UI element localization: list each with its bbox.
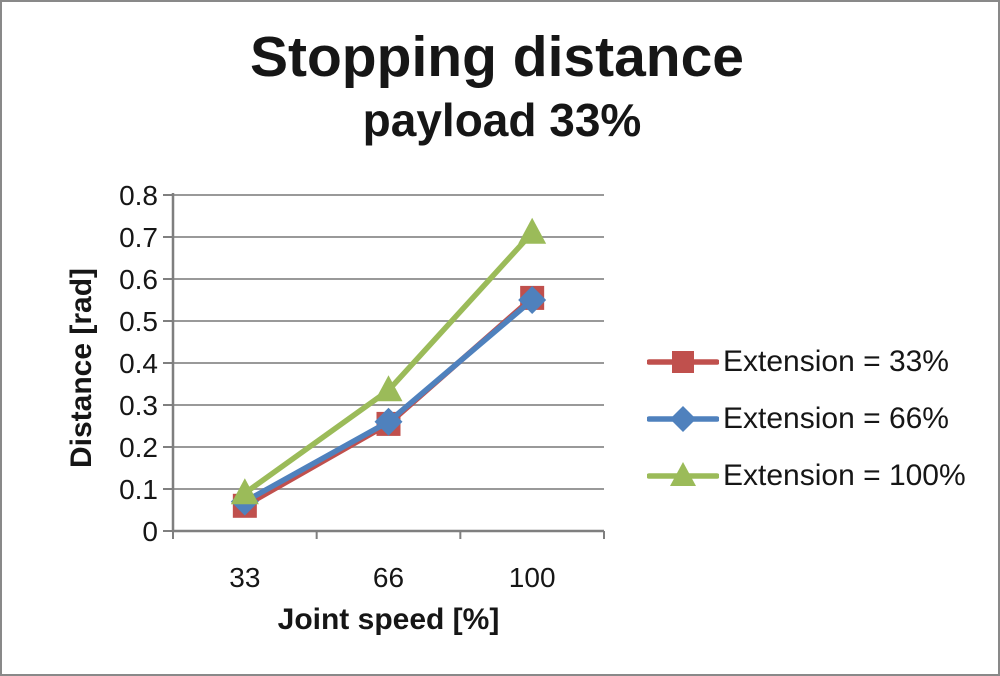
x-tick-label: 100 — [509, 562, 556, 593]
legend-label: Extension = 33% — [723, 344, 949, 378]
data-point-marker — [518, 286, 547, 314]
legend-marker-icon — [647, 461, 719, 486]
y-tick-label: 0.2 — [119, 432, 158, 463]
y-tick-label: 0.8 — [119, 180, 158, 211]
x-axis-title: Joint speed [%] — [277, 603, 500, 636]
data-point-marker — [670, 405, 696, 432]
data-point-marker — [672, 350, 694, 373]
data-point-marker — [670, 461, 696, 486]
legend: Extension = 33% Extension = 66% Extension … — [647, 333, 966, 504]
y-axis-ticks: 0 0.1 0.2 0.3 0.4 0.5 0.6 0.7 0.8 — [119, 180, 173, 547]
y-tick-label: 0.6 — [119, 264, 158, 295]
legend-label: Extension = 66% — [723, 401, 949, 435]
legend-label: Extension = 100% — [723, 458, 966, 492]
chart-title: Stopping distance — [249, 25, 745, 89]
legend-item: Extension = 33% — [647, 333, 966, 390]
y-tick-label: 0.7 — [119, 222, 158, 253]
legend-item: Extension = 100% — [647, 447, 966, 504]
x-axis-ticks: 33 66 100 — [172, 531, 605, 593]
y-tick-label: 0.4 — [119, 348, 158, 379]
chart-subtitle: payload 33% — [362, 94, 642, 146]
x-tick-label: 66 — [373, 562, 404, 593]
legend-marker-icon — [647, 350, 719, 373]
y-tick-label: 0.5 — [119, 306, 158, 337]
data-point-marker — [518, 217, 547, 244]
data-point-marker — [374, 375, 403, 402]
legend-marker-icon — [647, 405, 719, 432]
y-tick-label: 0 — [142, 516, 158, 547]
y-tick-label: 0.1 — [119, 474, 158, 505]
x-tick-label: 33 — [229, 562, 260, 593]
series-extension-100- — [230, 217, 547, 505]
data-point-marker — [374, 407, 403, 436]
y-tick-label: 0.3 — [119, 390, 158, 421]
legend-item: Extension = 66% — [647, 390, 966, 447]
data-point-marker — [230, 478, 259, 505]
